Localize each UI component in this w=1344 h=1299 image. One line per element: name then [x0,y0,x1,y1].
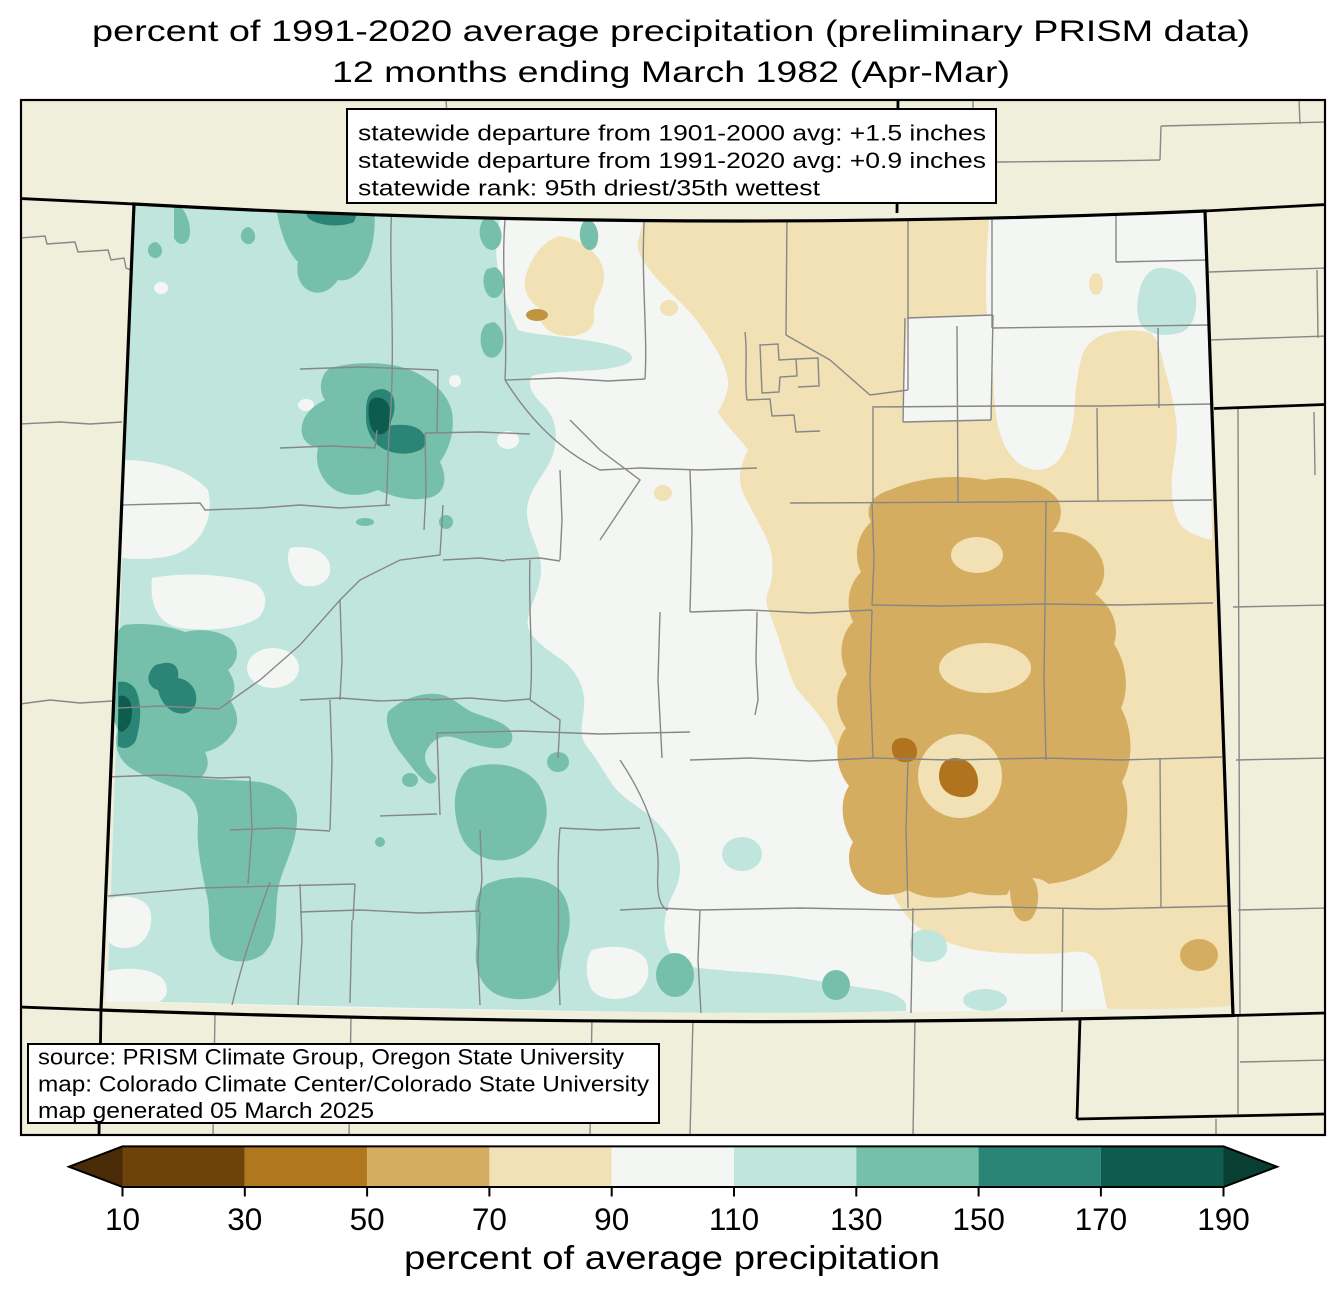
svg-text:110: 110 [709,1201,759,1237]
svg-text:150: 150 [952,1201,1005,1237]
svg-text:30: 30 [227,1201,262,1237]
svg-text:50: 50 [350,1201,385,1237]
svg-text:map generated 05 March 2025: map generated 05 March 2025 [38,1098,374,1123]
svg-text:source: PRISM Climate Group, O: source: PRISM Climate Group, Oregon Stat… [38,1045,624,1070]
svg-text:map: Colorado Climate Center/C: map: Colorado Climate Center/Colorado St… [38,1072,649,1097]
svg-text:statewide rank: 95th driest/35: statewide rank: 95th driest/35th wettest [358,176,820,201]
svg-text:90: 90 [594,1201,629,1237]
svg-text:statewide departure from 1901-: statewide departure from 1901-2000 avg: … [358,121,986,146]
svg-text:10: 10 [105,1201,140,1237]
svg-text:130: 130 [830,1201,883,1237]
svg-text:190: 190 [1197,1201,1250,1237]
svg-text:statewide departure from 1991-: statewide departure from 1991-2020 avg: … [358,148,986,173]
svg-text:170: 170 [1075,1201,1128,1237]
svg-text:70: 70 [472,1201,507,1237]
svg-text:12 months ending March 1982 (A: 12 months ending March 1982 (Apr-Mar) [332,56,1010,89]
svg-text:percent of average precipitati: percent of average precipitation [404,1240,940,1277]
svg-text:percent of 1991-2020 average p: percent of 1991-2020 average precipitati… [92,15,1250,48]
